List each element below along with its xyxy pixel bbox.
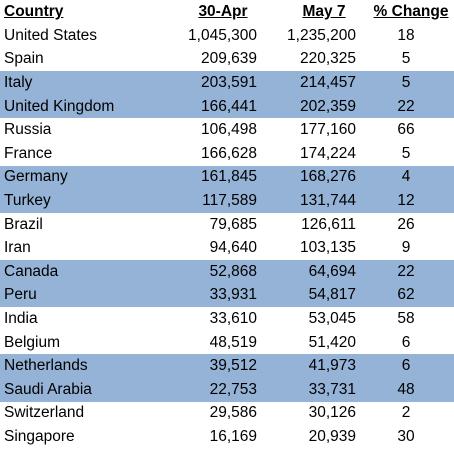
cell-may7: 174,224: [299, 144, 356, 162]
table-row: Belgium 48,519 51,420 6: [0, 331, 454, 355]
cell-pct-change: 2: [401, 404, 411, 422]
header-country: Country: [4, 3, 64, 20]
cell-country: Netherlands: [4, 357, 88, 375]
cell-pct-change: 66: [397, 121, 415, 139]
cell-may7: 168,276: [299, 168, 356, 186]
cell-apr30: 203,591: [200, 73, 257, 91]
cell-may7: 51,420: [308, 333, 356, 351]
table-row: Brazil 79,685 126,611 26: [0, 213, 454, 237]
cell-apr30: 79,685: [209, 215, 257, 233]
header-row: Country 30-Apr May 7 % Change: [0, 0, 454, 24]
cell-country: Singapore: [4, 427, 75, 445]
cell-apr30: 33,931: [209, 286, 257, 304]
header-pct-change: % Change: [373, 3, 449, 20]
cell-apr30: 166,441: [200, 97, 257, 115]
cell-pct-change: 12: [397, 191, 415, 209]
table-row: Peru 33,931 54,817 62: [0, 283, 454, 308]
cell-country: Canada: [4, 262, 59, 280]
cell-country: Saudi Arabia: [4, 380, 92, 398]
cell-may7: 202,359: [299, 97, 356, 115]
cell-apr30: 1,045,300: [188, 26, 257, 44]
cell-country: France: [4, 144, 53, 162]
cell-apr30: 16,169: [209, 427, 257, 445]
cell-country: United Kingdom: [4, 97, 115, 115]
table-row: Singapore 16,169 20,939 30: [0, 425, 454, 449]
cell-country: Spain: [4, 50, 44, 68]
cell-pct-change: 58: [397, 309, 415, 327]
cell-apr30: 33,610: [209, 309, 257, 327]
table-row: United States 1,045,300 1,235,200 18: [0, 24, 454, 48]
header-may7: May 7: [302, 3, 346, 20]
cell-apr30: 161,845: [200, 168, 257, 186]
table-row: Netherlands 39,512 41,973 6: [0, 354, 454, 378]
cell-may7: 30,126: [308, 404, 356, 422]
cell-country: Switzerland: [4, 404, 85, 422]
table-row: Spain 209,639 220,325 5: [0, 48, 454, 72]
cell-pct-change: 22: [397, 262, 415, 280]
cell-pct-change: 30: [397, 427, 415, 445]
cell-may7: 131,744: [299, 191, 356, 209]
cell-country: United States: [4, 26, 98, 44]
cell-may7: 54,817: [308, 286, 356, 304]
cell-pct-change: 6: [401, 357, 411, 375]
cell-pct-change: 48: [397, 380, 415, 398]
cell-pct-change: 5: [401, 144, 411, 162]
cell-apr30: 117,589: [202, 191, 257, 209]
header-apr30: 30-Apr: [198, 3, 248, 20]
table-row: Germany 161,845 168,276 4: [0, 165, 454, 190]
table-row: Italy 203,591 214,457 5: [0, 71, 454, 95]
cell-country: Brazil: [4, 215, 43, 233]
cell-apr30: 94,640: [209, 239, 257, 257]
cell-may7: 103,135: [299, 239, 356, 257]
cell-may7: 214,457: [299, 73, 356, 91]
cell-may7: 220,325: [299, 50, 356, 68]
cell-may7: 33,731: [308, 380, 356, 398]
table-row: India 33,610 53,045 58: [0, 307, 454, 331]
cell-may7: 1,235,200: [287, 26, 356, 44]
cell-may7: 53,045: [308, 309, 356, 327]
cell-apr30: 48,519: [209, 333, 257, 351]
cell-apr30: 39,512: [209, 357, 257, 375]
cell-apr30: 29,586: [209, 404, 257, 422]
cell-apr30: 209,639: [200, 50, 257, 68]
cell-pct-change: 5: [401, 50, 411, 68]
cell-apr30: 52,868: [209, 262, 257, 280]
cell-apr30: 22,753: [209, 380, 257, 398]
cell-pct-change: 5: [401, 73, 411, 91]
cell-pct-change: 9: [401, 239, 411, 257]
cell-country: Turkey: [4, 191, 51, 209]
table-row: United Kingdom 166,441 202,359 22: [0, 94, 454, 119]
cell-country: Germany: [4, 168, 68, 186]
cell-apr30: 106,498: [200, 121, 257, 139]
cell-may7: 177,160: [299, 121, 356, 139]
table-body: United States 1,045,300 1,235,200 18 Spain 20…: [0, 24, 454, 449]
cell-pct-change: 18: [397, 26, 415, 44]
cell-pct-change: 4: [401, 168, 411, 186]
cell-pct-change: 26: [397, 215, 415, 233]
table-row: Turkey 117,589 131,744 12: [0, 189, 454, 213]
cell-may7: 20,939: [308, 427, 356, 445]
cell-may7: 64,694: [308, 262, 356, 280]
cell-country: Belgium: [4, 333, 60, 351]
cell-may7: 41,973: [308, 357, 356, 375]
table-row: Saudi Arabia 22,753 33,731 48: [0, 377, 454, 402]
cell-apr30: 166,628: [200, 144, 257, 162]
table-row: Switzerland 29,586 30,126 2: [0, 402, 454, 426]
cell-may7: 126,611: [301, 215, 356, 233]
cell-country: Iran: [4, 239, 31, 257]
table-row: France 166,628 174,224 5: [0, 142, 454, 166]
table-row: Iran 94,640 103,135 9: [0, 236, 454, 260]
cell-pct-change: 22: [397, 97, 415, 115]
table-header: Country 30-Apr May 7 % Change: [0, 0, 454, 24]
cell-country: Peru: [4, 286, 37, 304]
cell-country: India: [4, 309, 38, 327]
table-row: Russia 106,498 177,160 66: [0, 118, 454, 142]
cell-country: Italy: [4, 73, 33, 91]
cell-pct-change: 62: [397, 286, 415, 304]
table-row: Canada 52,868 64,694 22: [0, 259, 454, 284]
cell-pct-change: 6: [401, 333, 411, 351]
cell-country: Russia: [4, 121, 52, 139]
